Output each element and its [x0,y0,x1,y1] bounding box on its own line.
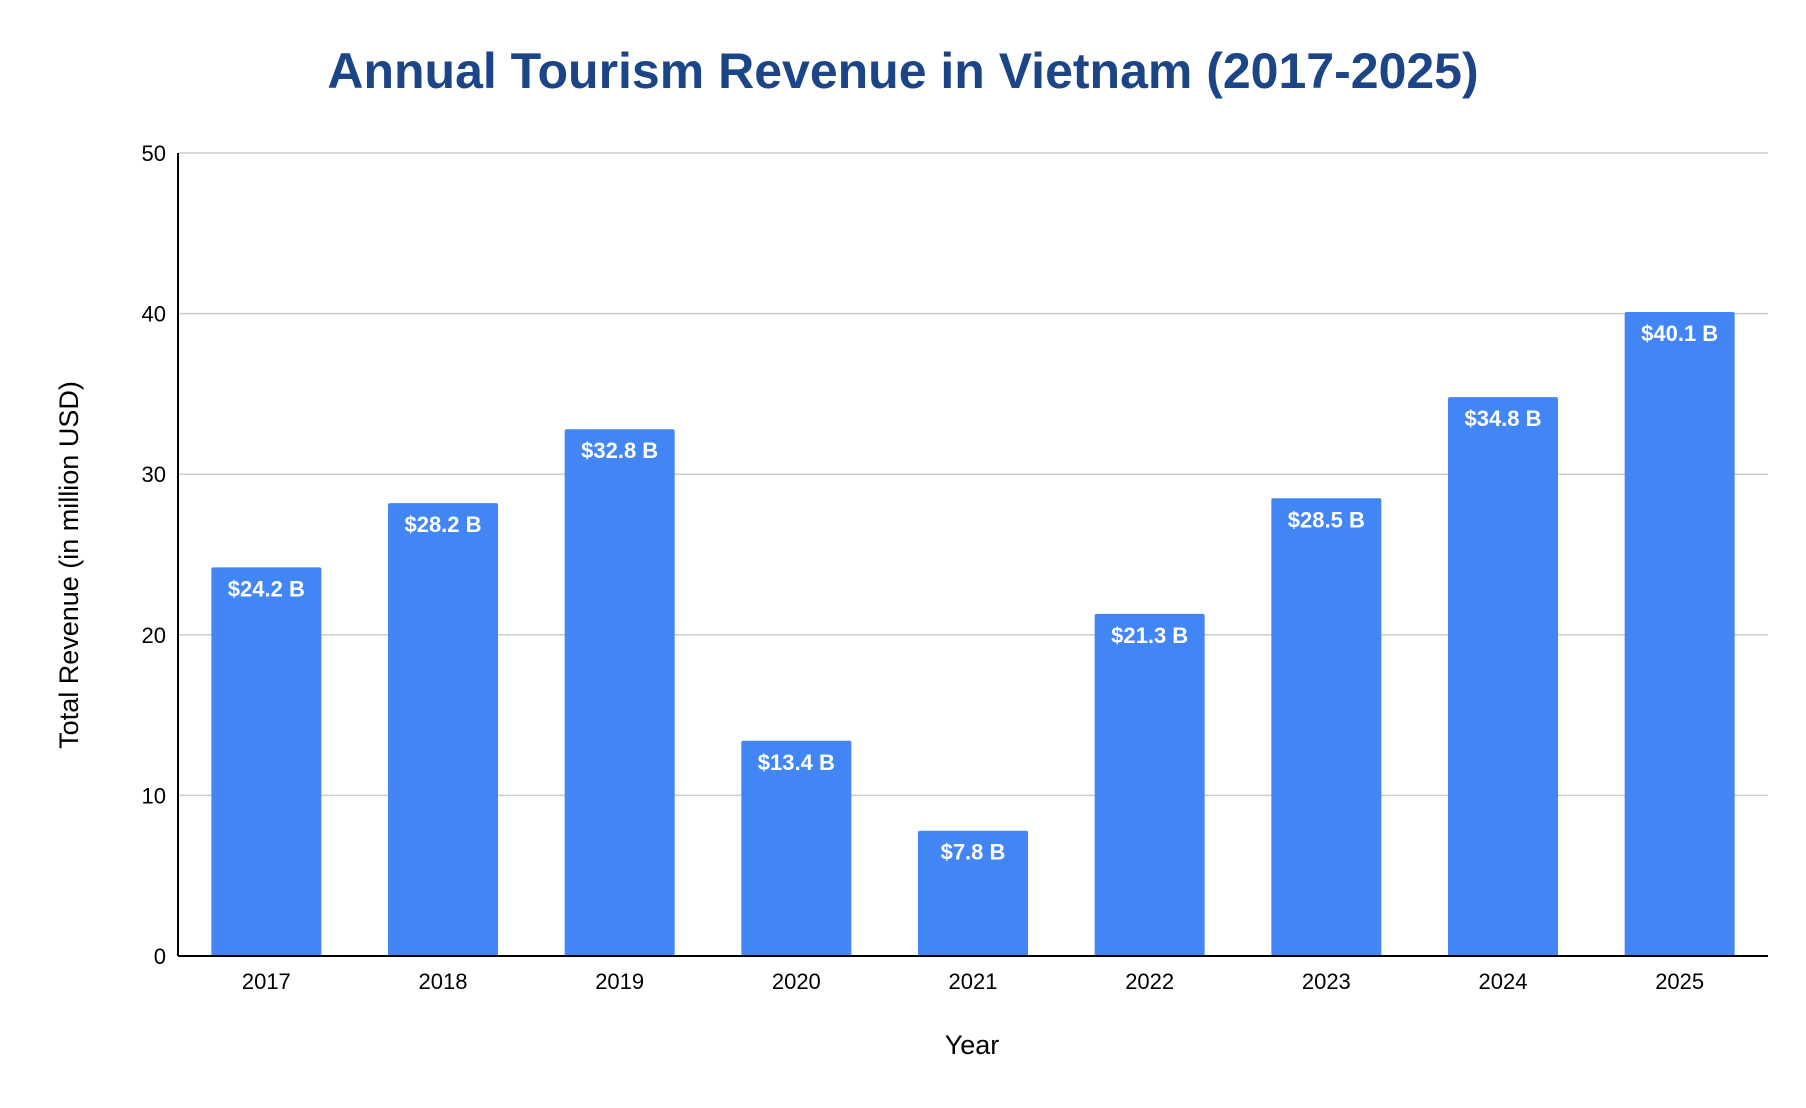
bar-2018[interactable] [388,503,498,956]
bar-2020[interactable] [741,740,852,956]
x-tick-label: 2023 [1302,969,1351,994]
x-tick-label: 2019 [595,969,644,994]
x-tick-label: 2021 [949,969,998,994]
y-tick-labels: 0 10 20 30 40 50 [142,141,166,969]
y-axis-title: Total Revenue (in million USD) [54,381,84,749]
bar-data-label: $21.3 B [1111,623,1188,648]
bar-data-label: $40.1 B [1641,321,1718,346]
bar-data-label: $24.2 B [228,576,305,601]
x-tick-labels: 2017 2018 2019 2020 2021 2022 2023 2024 2025 [242,969,1704,994]
axes [177,153,1768,957]
bar-data-label: $34.8 B [1464,406,1541,431]
x-tick-label: 2017 [242,969,291,994]
x-axis-title: Year [945,1030,1000,1060]
bar-2024[interactable] [1448,397,1558,956]
bar-2017[interactable] [211,567,322,956]
x-tick-label: 2025 [1655,969,1704,994]
y-tick-label: 10 [142,783,166,808]
x-tick-label: 2018 [419,969,468,994]
x-tick-label: 2024 [1479,969,1528,994]
bar-data-label: $7.8 B [941,840,1006,865]
y-tick-label: 30 [142,462,166,487]
bars: $24.2 B $28.2 B $32.8 B $13.4 B $7.8 B $21.3 … [211,311,1735,956]
bar-data-label: $32.8 B [581,438,658,463]
bar-data-label: $28.2 B [404,512,481,537]
y-tick-label: 20 [142,623,166,648]
chart-title: Annual Tourism Revenue in Vietnam (2017-… [327,43,1479,99]
x-tick-label: 2020 [772,969,821,994]
y-tick-label: 50 [142,141,166,166]
bar-2022[interactable] [1094,613,1205,956]
bar-2025[interactable] [1624,311,1735,956]
bar-2023[interactable] [1271,498,1382,956]
bar-data-label: $13.4 B [758,750,835,775]
x-tick-label: 2022 [1125,969,1174,994]
y-tick-label: 0 [154,944,166,969]
bar-2019[interactable] [564,429,675,956]
bar-2021[interactable] [918,830,1028,956]
y-tick-label: 40 [142,302,166,327]
bar-data-label: $28.5 B [1288,507,1365,532]
